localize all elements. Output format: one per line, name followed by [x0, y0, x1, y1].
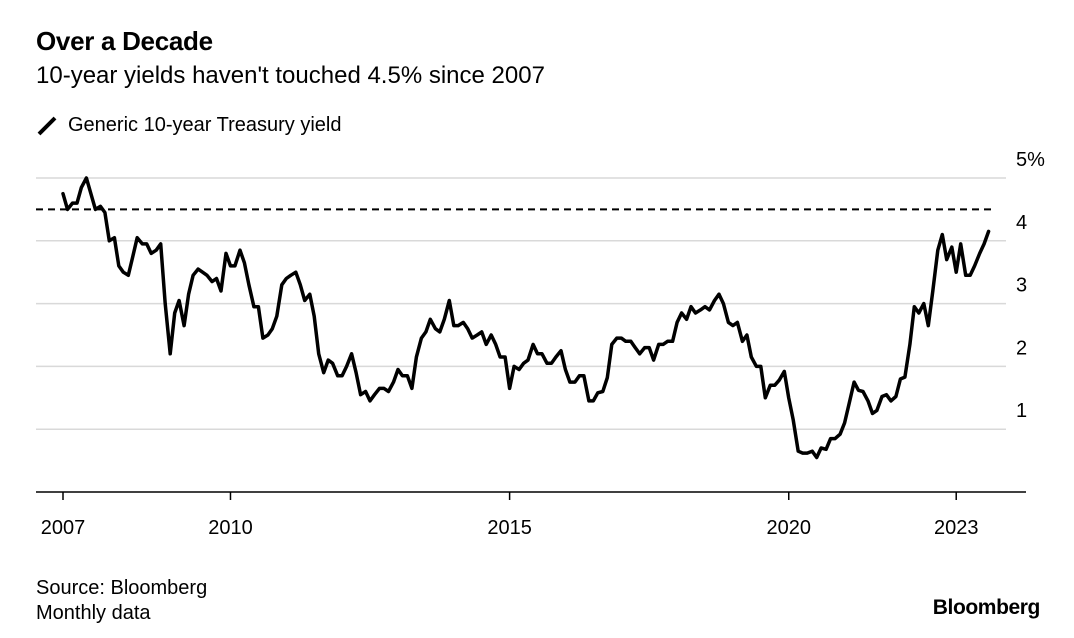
chart-title: Over a Decade	[36, 26, 213, 56]
series-line-10y-treasury	[61, 176, 991, 460]
y-tick-label: 3	[1016, 275, 1027, 297]
frequency-note: Monthly data	[36, 602, 151, 624]
y-tick-label: 4	[1016, 212, 1027, 234]
y-tick-label: 1	[1016, 400, 1027, 422]
chart-subtitle: 10-year yields haven't touched 4.5% sinc…	[36, 62, 545, 89]
diagonal-line-icon	[37, 116, 57, 135]
x-tick-label: 2020	[766, 517, 811, 539]
legend: Generic 10-year Treasury yield	[36, 114, 341, 137]
y-tick-label: 2	[1016, 337, 1027, 359]
legend-label: Generic 10-year Treasury yield	[68, 114, 342, 136]
brand-logo: Bloomberg	[932, 596, 1041, 619]
line-chart: 1 2 3 4 5% 2007 2010 2015 2020 2023	[36, 149, 1045, 539]
source-note: Source: Bloomberg Monthly data	[36, 576, 207, 626]
x-tick-label: 2007	[41, 517, 86, 539]
source-text: Source: Bloomberg	[36, 577, 208, 599]
x-tick-label: 2015	[487, 517, 532, 539]
x-tick-label: 2023	[934, 517, 979, 539]
x-tick-label: 2010	[208, 517, 253, 539]
y-tick-label: 5%	[1016, 149, 1045, 171]
